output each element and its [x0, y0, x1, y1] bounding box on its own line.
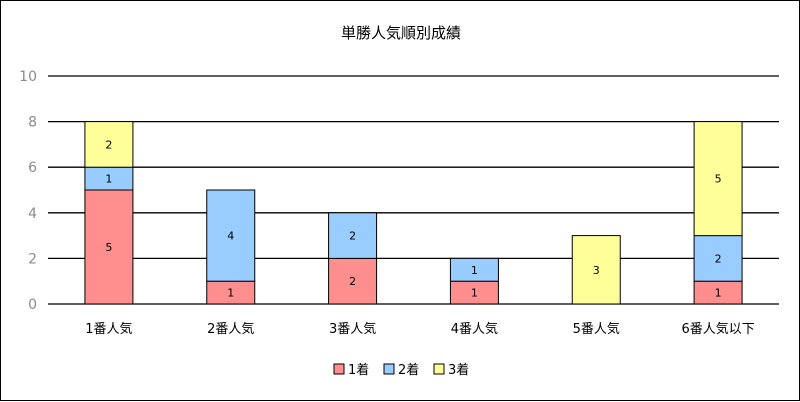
data-label: 1 — [227, 287, 234, 300]
y-tick-label: 10 — [19, 69, 37, 85]
y-tick-label: 2 — [28, 251, 37, 267]
y-tick-label: 8 — [28, 115, 37, 131]
bars: 5 1 2 1 4 2 2 1 1 3 1 2 5 — [84, 121, 743, 305]
x-axis-ticks: 1番人気 2番人気 3番人気 4番人気 5番人気 6番人気以下 — [85, 321, 754, 337]
legend: 1着 2着 3着 — [333, 362, 469, 378]
x-tick-label: 6番人気以下 — [681, 321, 754, 337]
y-axis-ticks: 0 2 4 6 8 10 — [19, 69, 37, 313]
data-label: 3 — [593, 264, 600, 277]
legend-swatch — [333, 363, 345, 375]
y-tick-label: 4 — [28, 206, 37, 222]
bar-segment-3 — [571, 235, 621, 305]
bar-segment-3 — [693, 121, 743, 237]
bar-segment-2 — [449, 257, 499, 282]
chart-title: 単勝人気順別成績 — [341, 24, 461, 42]
x-tick-label: 5番人気 — [573, 321, 620, 337]
data-label: 1 — [471, 287, 478, 300]
y-tick-label: 0 — [28, 297, 37, 313]
bar-segment-3 — [84, 121, 134, 168]
grid-lines — [48, 75, 779, 305]
data-label: 1 — [105, 173, 112, 186]
data-label: 2 — [715, 252, 722, 265]
x-tick-label: 2番人気 — [207, 321, 254, 337]
bar-segment-2 — [328, 212, 378, 259]
legend-label: 3着 — [448, 362, 469, 378]
bar-segment-1 — [84, 189, 134, 305]
x-tick-label: 4番人気 — [451, 321, 498, 337]
x-tick-label: 3番人気 — [329, 321, 376, 337]
x-tick-label: 1番人気 — [85, 321, 132, 337]
data-label: 2 — [105, 138, 112, 151]
legend-label: 1着 — [348, 362, 369, 378]
data-label: 2 — [349, 275, 356, 288]
data-label: 2 — [349, 230, 356, 243]
y-tick-label: 6 — [28, 160, 37, 176]
bar-segment-2 — [693, 235, 743, 282]
data-label: 1 — [715, 287, 722, 300]
legend-label: 2着 — [398, 362, 419, 378]
data-label: 5 — [715, 173, 722, 186]
legend-swatch — [433, 363, 445, 375]
data-label: 1 — [471, 264, 478, 277]
data-label: 4 — [227, 230, 234, 243]
data-label: 5 — [105, 241, 112, 254]
legend-swatch — [383, 363, 395, 375]
bar-segment-2 — [206, 189, 256, 282]
